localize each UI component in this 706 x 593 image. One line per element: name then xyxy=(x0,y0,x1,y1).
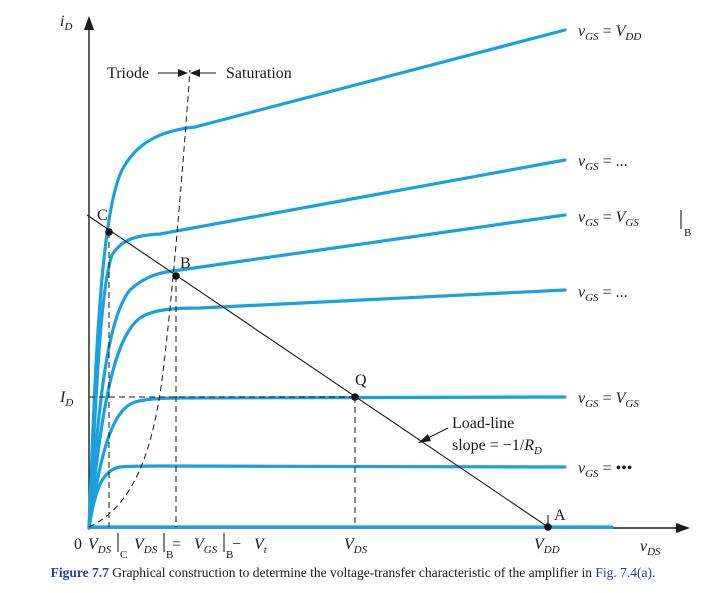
tick-vds-b-expression: VDS B = VGS B − Vt xyxy=(134,533,268,560)
svg-text:=: = xyxy=(172,536,181,553)
svg-text:vGS = •••: vGS = ••• xyxy=(578,460,632,480)
curve-vgs-vgs xyxy=(87,395,567,530)
tick-vdd: VDD xyxy=(534,536,560,556)
point-q xyxy=(351,393,359,401)
svg-text:vGS = ...: vGS = ... xyxy=(578,153,628,173)
point-c xyxy=(105,228,113,236)
curve-vgs-dots-upper xyxy=(87,158,567,530)
svg-text:vGS = VGS: vGS = VGS xyxy=(578,209,639,229)
curve-label-2: vGS = ... xyxy=(578,153,628,173)
saturation-arrowhead xyxy=(190,69,200,77)
triode-label: Triode xyxy=(107,65,149,82)
vgsb-eval-sub: B xyxy=(684,227,691,239)
curve-label-4: vGS = ... xyxy=(578,284,628,304)
tick-vds-c: VDS C xyxy=(88,533,127,560)
point-a xyxy=(544,523,552,531)
svg-text:B: B xyxy=(226,549,233,560)
curve-label-3: vGS = VGS B xyxy=(578,209,691,239)
curve-vgs-dots-lower xyxy=(87,464,567,530)
svg-text:vGS = VGS: vGS = VGS xyxy=(578,390,639,410)
load-line-slope: slope = −1/RD xyxy=(452,437,542,457)
y-axis-label: iD xyxy=(60,13,72,33)
origin-label: 0 xyxy=(74,536,82,553)
curve-vgs-dots-middle xyxy=(87,288,567,530)
svg-text:−: − xyxy=(232,536,241,553)
load-line-label: Load-line xyxy=(452,415,514,432)
x-axis-label: vDS xyxy=(640,538,661,558)
svg-text:vGS = VDD: vGS = VDD xyxy=(578,23,641,43)
y-axis-arrow xyxy=(84,16,94,30)
svg-text:B: B xyxy=(166,549,173,560)
triode-arrowhead xyxy=(178,69,188,77)
caption-label: Figure 7.7 xyxy=(50,565,109,580)
curve-label-1: vGS = VDD xyxy=(578,23,641,43)
svg-text:VDS: VDS xyxy=(88,536,112,556)
svg-text:VDS: VDS xyxy=(134,536,158,556)
point-b xyxy=(172,272,180,280)
svg-text:C: C xyxy=(120,549,127,560)
figure-caption: Figure 7.7 Graphical construction to det… xyxy=(0,565,706,581)
curve-label-5: vGS = VGS xyxy=(578,390,639,410)
x-axis-arrow xyxy=(676,523,690,533)
svg-text:Vt: Vt xyxy=(254,536,268,556)
load-line xyxy=(86,214,549,528)
transfer-characteristic-figure: iD vDS Triode Saturation C B Q A ID vGS … xyxy=(59,13,691,560)
caption-text: Graphical construction to determine the … xyxy=(108,565,596,580)
curve-vgs-vgsb xyxy=(87,213,567,530)
caption-end: . xyxy=(652,565,656,580)
saturation-label: Saturation xyxy=(226,65,292,82)
label-q: Q xyxy=(355,372,367,389)
id-tick-label: ID xyxy=(59,389,73,409)
label-b: B xyxy=(180,255,191,272)
load-line-annotation-arrowhead xyxy=(418,434,431,443)
label-a: A xyxy=(554,507,566,524)
triode-saturation-boundary xyxy=(88,69,191,528)
tick-vds: VDS xyxy=(344,536,368,556)
curve-label-6: vGS = ••• xyxy=(578,460,632,480)
svg-text:VGS: VGS xyxy=(194,536,218,556)
svg-text:vGS = ...: vGS = ... xyxy=(578,284,628,304)
label-c: C xyxy=(97,207,108,224)
caption-figure-link[interactable]: Fig. 7.4(a) xyxy=(595,565,653,580)
